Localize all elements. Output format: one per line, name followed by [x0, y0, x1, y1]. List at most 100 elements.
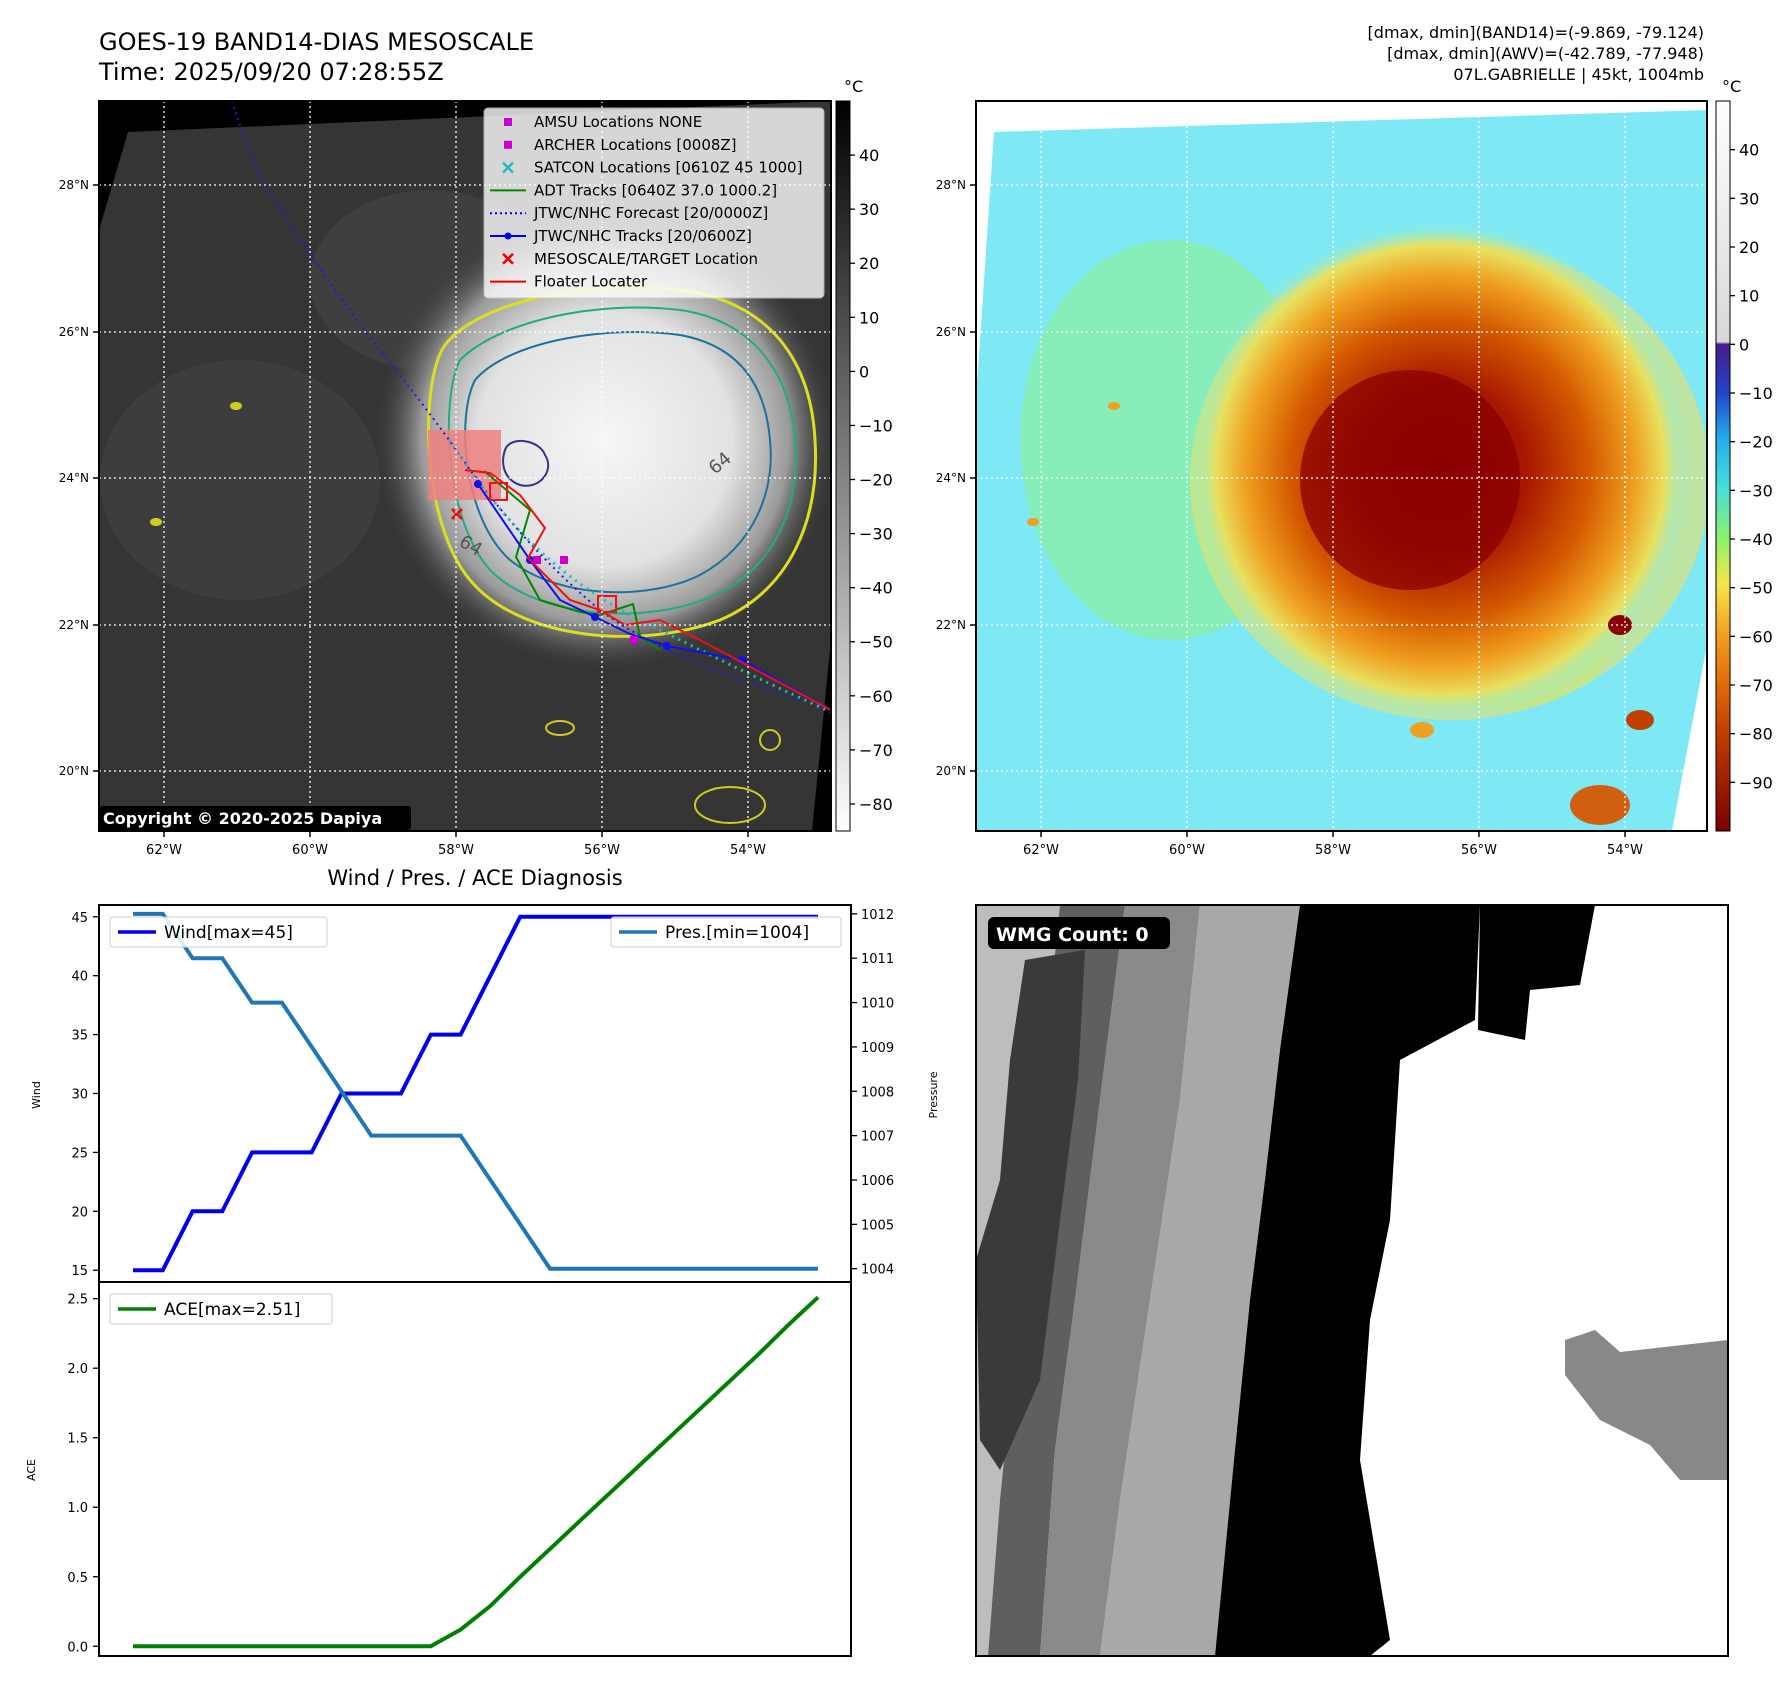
colorbar-tick-label: 20	[859, 254, 879, 273]
colorbar2-bar	[1715, 100, 1731, 832]
map-lon-tick-label: 56°W	[1461, 843, 1497, 858]
legend-label: JTWC/NHC Forecast [20/0000Z]	[533, 204, 768, 222]
map-lon-tick-label: 60°W	[292, 843, 328, 858]
map2-small-cloud	[1410, 722, 1434, 738]
map1-ticks: 62°W 60°W 58°W 56°W 54°W 28°N 26°N 24°N 22°N 20°N	[59, 178, 766, 858]
map2-small-cloud	[1570, 785, 1630, 825]
info-awv: [dmax, dmin](AWV)=(-42.789, -77.948)	[1387, 44, 1704, 63]
colorbar-tick-label: −60	[1739, 627, 1773, 646]
map1-archer-marker	[630, 636, 638, 644]
ace-ytick-label: 0.5	[67, 1571, 88, 1586]
wind-ytick-label: 15	[71, 1264, 88, 1279]
copyright-text: Copyright © 2020-2025 Dapiya	[103, 809, 382, 828]
colorbar-tick-label: −30	[859, 525, 893, 544]
ace-ytick-label: 2.5	[67, 1293, 88, 1308]
map1-adt-track	[483, 470, 661, 651]
map1-storm-cloud	[375, 210, 831, 670]
map1-mesoscale-box	[428, 430, 501, 500]
colorbar2-unit: °C	[1722, 77, 1741, 96]
pressure-ytick-label: 1004	[861, 1263, 894, 1278]
map-lat-tick-label: 22°N	[59, 618, 89, 632]
colorbar-tick-label: −50	[1739, 579, 1773, 598]
ace-ytick-label: 1.0	[67, 1501, 88, 1516]
wmg-band-light2	[1100, 905, 1300, 1656]
colorbar-awv: °C 40 30 20 10 0 −10 −20 −30 −40 −50 −60 −70 −80 −90	[1715, 77, 1773, 832]
colorbar-tick-label: −90	[1739, 773, 1773, 792]
wind-ylabel: Wind	[30, 1081, 43, 1109]
map1-small-cloud	[150, 518, 162, 526]
wind-ytick-label: 20	[71, 1205, 88, 1220]
colorbar-tick-label: −40	[1739, 530, 1773, 549]
ace-chart-frame	[98, 1281, 852, 1657]
map1-archer-marker	[560, 556, 568, 564]
chart-legend-label: Pres.[min=1004]	[665, 923, 809, 943]
wind-ytick-label: 35	[71, 1029, 88, 1044]
colorbar-tick-label: 0	[1739, 335, 1749, 354]
wind-pressure-chart: 15 20 25 30 35 40 45 1004 1005 1006 1007 1008 1009 10…	[30, 904, 940, 1283]
map1-contour-mid	[447, 306, 797, 615]
legend-marker	[502, 161, 514, 174]
diagnosis-title: Wind / Pres. / ACE Diagnosis	[327, 866, 622, 890]
map1-small-cloud	[545, 720, 575, 736]
map1-archer-marker	[533, 556, 541, 564]
wind-ytick-label: 30	[71, 1088, 88, 1103]
colorbar-tick-label: 40	[1739, 141, 1759, 160]
map-band14: 64 64	[59, 100, 832, 858]
map-lat-tick-label: 24°N	[59, 471, 89, 485]
legend-marker	[504, 140, 512, 149]
wind-chart-frame	[98, 904, 852, 1283]
map-lon-tick-label: 62°W	[146, 843, 182, 858]
map-lon-tick-label: 56°W	[584, 843, 620, 858]
map1-jtwc-point	[591, 613, 599, 621]
map-lat-tick-label: 24°N	[936, 471, 966, 485]
map-lon-tick-label: 54°W	[730, 843, 766, 858]
wind-ytick-label: 40	[71, 970, 88, 985]
colorbar-tick-label: −30	[1739, 481, 1773, 500]
colorbar-tick-label: −80	[1739, 725, 1773, 744]
map1-small-cloud	[759, 729, 781, 751]
chart-legend-box	[610, 916, 842, 948]
map2-small-cloud	[1608, 615, 1632, 635]
legend-label: Floater Locater	[534, 273, 648, 291]
colorbar-tick-label: 0	[859, 362, 869, 381]
figure-title: GOES-19 BAND14-DIAS MESOSCALE	[99, 28, 534, 56]
colorbar-tick-label: 10	[1739, 287, 1759, 306]
colorbar-tick-label: −10	[859, 416, 893, 435]
map-lat-tick-label: 26°N	[936, 325, 966, 339]
map-lat-tick-label: 20°N	[936, 764, 966, 778]
pressure-ytick-label: 1007	[861, 1130, 894, 1145]
chart-legend-label: Wind[max=45]	[164, 923, 293, 943]
map2-ticks: 62°W 60°W 58°W 56°W 54°W 28°N 26°N 24°N 22°N 20°N	[936, 178, 1643, 858]
ace-ylabel: ACE	[25, 1459, 38, 1481]
wmg-panel: WMG Count: 0	[975, 904, 1729, 1657]
map1-legend-box	[483, 107, 825, 299]
colorbar-tick-label: −40	[859, 579, 893, 598]
map1-jtwc-track	[477, 483, 831, 711]
legend-label: SATCON Locations [0610Z 45 1000]	[534, 159, 802, 177]
map1-contour-core	[502, 440, 550, 487]
wind-ytick-label: 45	[71, 911, 88, 926]
pressure-ylabel: Pressure	[927, 1071, 940, 1118]
colorbar-tick-label: −70	[1739, 676, 1773, 695]
map1-frame	[98, 100, 832, 832]
map-awv: 62°W 60°W 58°W 56°W 54°W 28°N 26°N 24°N 22°N 20°N	[936, 100, 1708, 858]
colorbar-tick-label: −10	[1739, 384, 1773, 403]
legend-label: JTWC/NHC Tracks [20/0600Z]	[533, 227, 752, 245]
legend-marker	[504, 118, 512, 126]
wmg-band-black	[1478, 905, 1595, 1040]
wmg-band-gray	[1565, 1330, 1728, 1480]
pressure-ytick-label: 1012	[861, 908, 894, 923]
colorbar-tick-label: 30	[859, 200, 879, 219]
map2-frame	[975, 100, 1708, 832]
map1-small-cloud	[694, 786, 766, 824]
colorbar1-bar	[835, 100, 851, 832]
map1-floater-track	[464, 469, 831, 711]
colorbar-tick-label: −80	[859, 795, 893, 814]
wind-series-line	[133, 914, 818, 1273]
legend-label: MESOSCALE/TARGET Location	[534, 250, 758, 268]
map-lat-tick-label: 20°N	[59, 764, 89, 778]
map2-storm-core	[1300, 370, 1520, 590]
map-lat-tick-label: 28°N	[59, 178, 89, 192]
chart-legend-box	[109, 1293, 333, 1325]
